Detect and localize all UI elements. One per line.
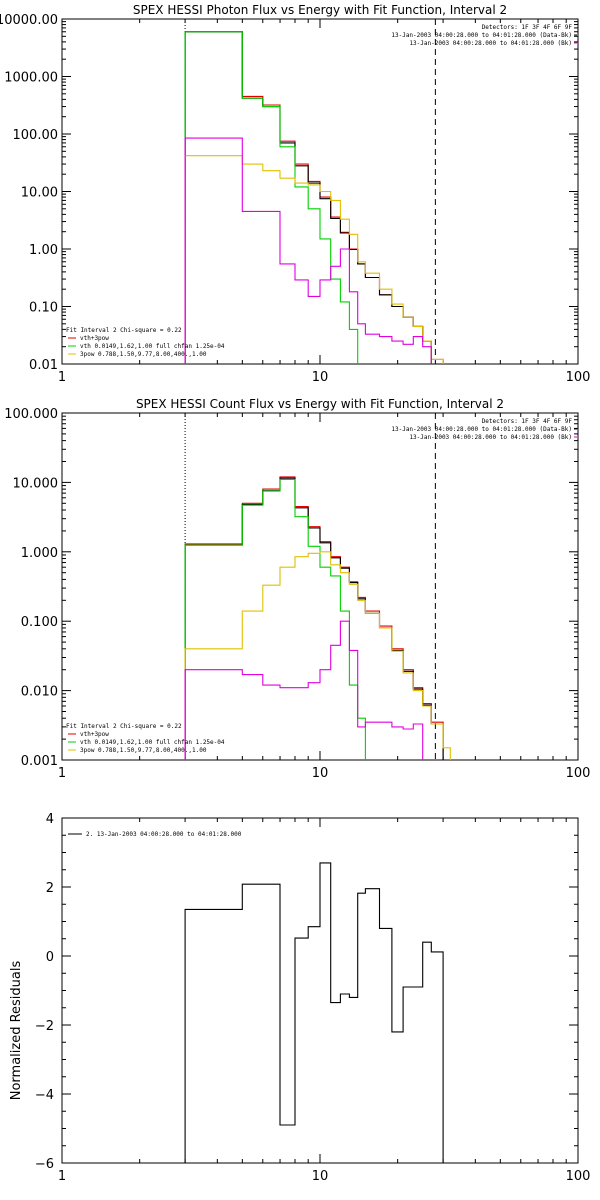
y-tick-label: 10000.00 xyxy=(0,13,58,28)
y-tick-label: 0.010 xyxy=(21,685,58,700)
x-tick-label: 10 xyxy=(312,1169,329,1184)
series-line-0 xyxy=(184,476,444,760)
y-tick-label: 0.10 xyxy=(29,301,58,316)
fit-text: vth+3pow xyxy=(80,731,109,738)
x-tick-label: 100 xyxy=(566,370,591,385)
photon-flux-panel: SPEX HESSI Photon Flux vs Energy with Fi… xyxy=(0,3,591,385)
series-line-3 xyxy=(184,155,444,364)
series-line-2 xyxy=(184,478,366,760)
fit-text: vth+3pow xyxy=(80,335,109,342)
chart-title: SPEX HESSI Count Flux vs Energy with Fit… xyxy=(136,397,504,411)
y-tick-label: 10.00 xyxy=(21,186,58,201)
info-text: 13-Jan-2003 04:00:28.000 to 04:01:28.000… xyxy=(391,32,572,39)
x-tick-label: 1 xyxy=(58,1169,66,1184)
series-line-3 xyxy=(184,551,451,760)
series-line-0 xyxy=(184,31,444,364)
x-tick-label: 1 xyxy=(58,370,66,385)
series-line-1 xyxy=(184,477,444,760)
x-tick-label: 1 xyxy=(58,766,66,781)
x-tick-label: 10 xyxy=(312,766,329,781)
series-line-2 xyxy=(184,31,359,364)
fit-text: vth 0.0149,1.62,1.00 full chfan 1.25e-04 xyxy=(80,739,225,746)
fit-text: Fit Interval 2 Chi-square = 0.22 xyxy=(66,723,182,730)
info-text: 13-Jan-2003 04:00:28.000 to 04:01:28.000… xyxy=(409,40,572,47)
series-line-0 xyxy=(184,862,444,1163)
y-tick-label: 10.000 xyxy=(13,476,59,491)
y-tick-label: 1000.00 xyxy=(4,71,58,86)
plot-frame xyxy=(61,412,579,761)
info-text: Detectors: 1F 3F 4F 6F 9F xyxy=(482,24,573,31)
y-tick-label: 0 xyxy=(46,950,54,965)
y-tick-label: 100.00 xyxy=(13,128,59,143)
fit-text: 3pow 0.788,1.50,9.77,8.00,400.,1.00 xyxy=(80,747,207,754)
info-text: 13-Jan-2003 04:00:28.000 to 04:01:28.000… xyxy=(391,426,572,433)
y-tick-label: 1.00 xyxy=(29,243,58,258)
y-tick-label: −2 xyxy=(35,1019,54,1034)
y-tick-label: −6 xyxy=(35,1157,54,1172)
y-tick-label: 4 xyxy=(46,812,54,827)
x-tick-label: 100 xyxy=(566,1169,591,1184)
fit-text: vth 0.0149,1.62,1.00 full chfan 1.25e-04 xyxy=(80,343,225,350)
series-line-4 xyxy=(184,620,424,760)
x-tick-label: 100 xyxy=(566,766,591,781)
y-tick-label: 0.001 xyxy=(21,754,58,769)
info-text: Detectors: 1F 3F 4F 6F 9F xyxy=(482,418,573,425)
series-line-4 xyxy=(184,137,432,364)
y-axis-label: Normalized Residuals xyxy=(9,961,24,1101)
y-tick-label: 2 xyxy=(46,881,54,896)
residuals-panel: 1 10 100 4 2 0 −2 −4 −6 Normalized Residuals 2. 13… xyxy=(9,812,590,1184)
chart-title: SPEX HESSI Photon Flux vs Energy with Fi… xyxy=(133,3,507,17)
y-tick-label: 1.000 xyxy=(21,546,58,561)
count-flux-panel: SPEX HESSI Count Flux vs Energy with Fit… xyxy=(4,397,590,781)
fit-text: Fit Interval 2 Chi-square = 0.22 xyxy=(66,327,182,334)
fit-text: 3pow 0.788,1.50,9.77,8.00,400.,1.00 xyxy=(80,351,207,358)
y-tick-label: −4 xyxy=(35,1088,54,1103)
x-tick-label: 10 xyxy=(312,370,329,385)
info-text: 13-Jan-2003 04:00:28.000 to 04:01:28.000… xyxy=(409,434,572,441)
y-tick-label: 0.01 xyxy=(29,358,58,373)
y-tick-label: 100.000 xyxy=(4,407,58,422)
legend-text: 2. 13-Jan-2003 04:00:28.000 to 04:01:28.… xyxy=(86,831,242,838)
y-tick-label: 0.100 xyxy=(21,615,58,630)
